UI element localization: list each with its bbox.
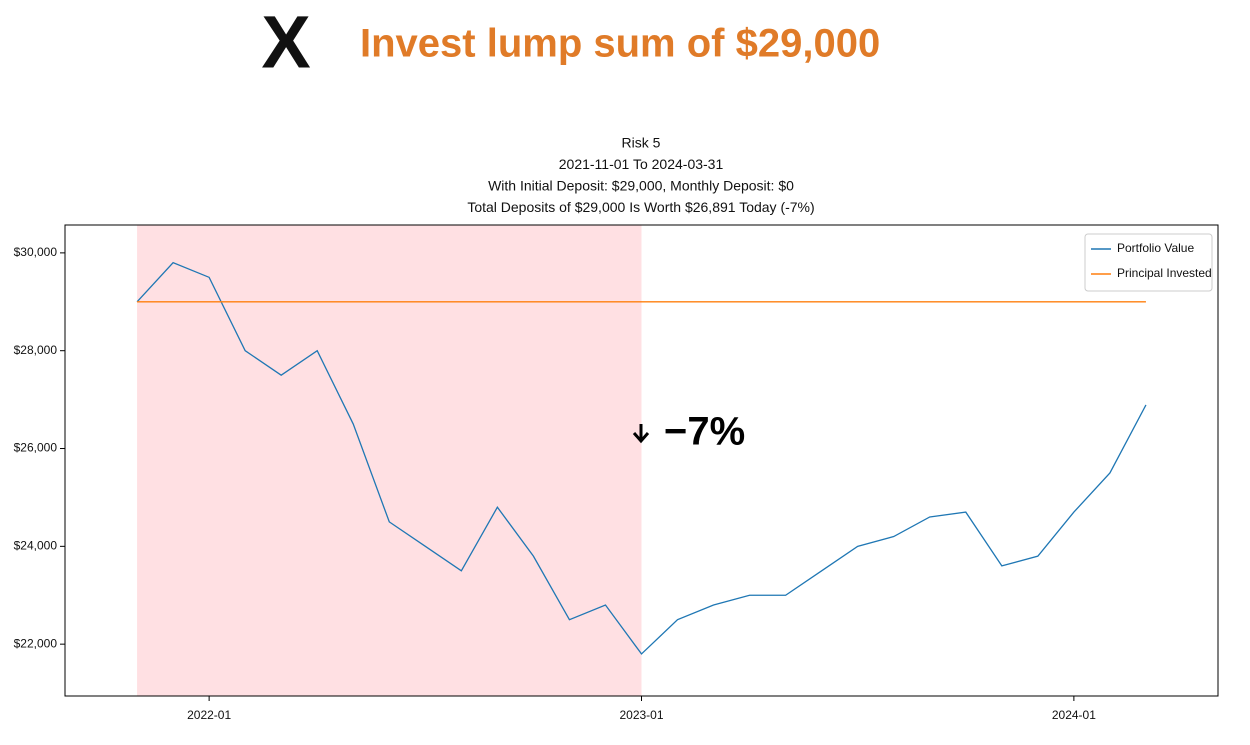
legend-box bbox=[1084, 233, 1213, 292]
chart-title: Risk 5 bbox=[622, 135, 661, 151]
chart-title: With Initial Deposit: $29,000, Monthly D… bbox=[488, 178, 794, 194]
chart-title: 2021-11-01 To 2024-03-31 bbox=[559, 156, 724, 172]
highlight-region bbox=[137, 225, 642, 696]
y-tick-label: $30,000 bbox=[14, 245, 58, 259]
legend-label: Portfolio Value bbox=[1117, 241, 1194, 255]
y-tick-label: $26,000 bbox=[14, 441, 58, 455]
legend-label: Principal Invested bbox=[1117, 266, 1212, 280]
chart-title: Total Deposits of $29,000 Is Worth $26,8… bbox=[467, 199, 814, 215]
x-tick-label: 2024-01 bbox=[1052, 708, 1096, 722]
y-tick-label: $24,000 bbox=[14, 539, 58, 553]
header-mark: X bbox=[261, 1, 310, 84]
y-tick-label: $22,000 bbox=[14, 636, 58, 650]
annotation: −7% bbox=[664, 410, 745, 454]
series-line bbox=[136, 261, 1147, 655]
x-tick-label: 2022-01 bbox=[187, 708, 231, 722]
y-tick-label: $28,000 bbox=[14, 343, 58, 357]
header-title: Invest lump sum of $29,000 bbox=[360, 22, 880, 66]
x-tick-label: 2023-01 bbox=[619, 708, 663, 722]
annotation-arrow bbox=[632, 424, 650, 444]
plot-frame bbox=[64, 224, 1219, 697]
